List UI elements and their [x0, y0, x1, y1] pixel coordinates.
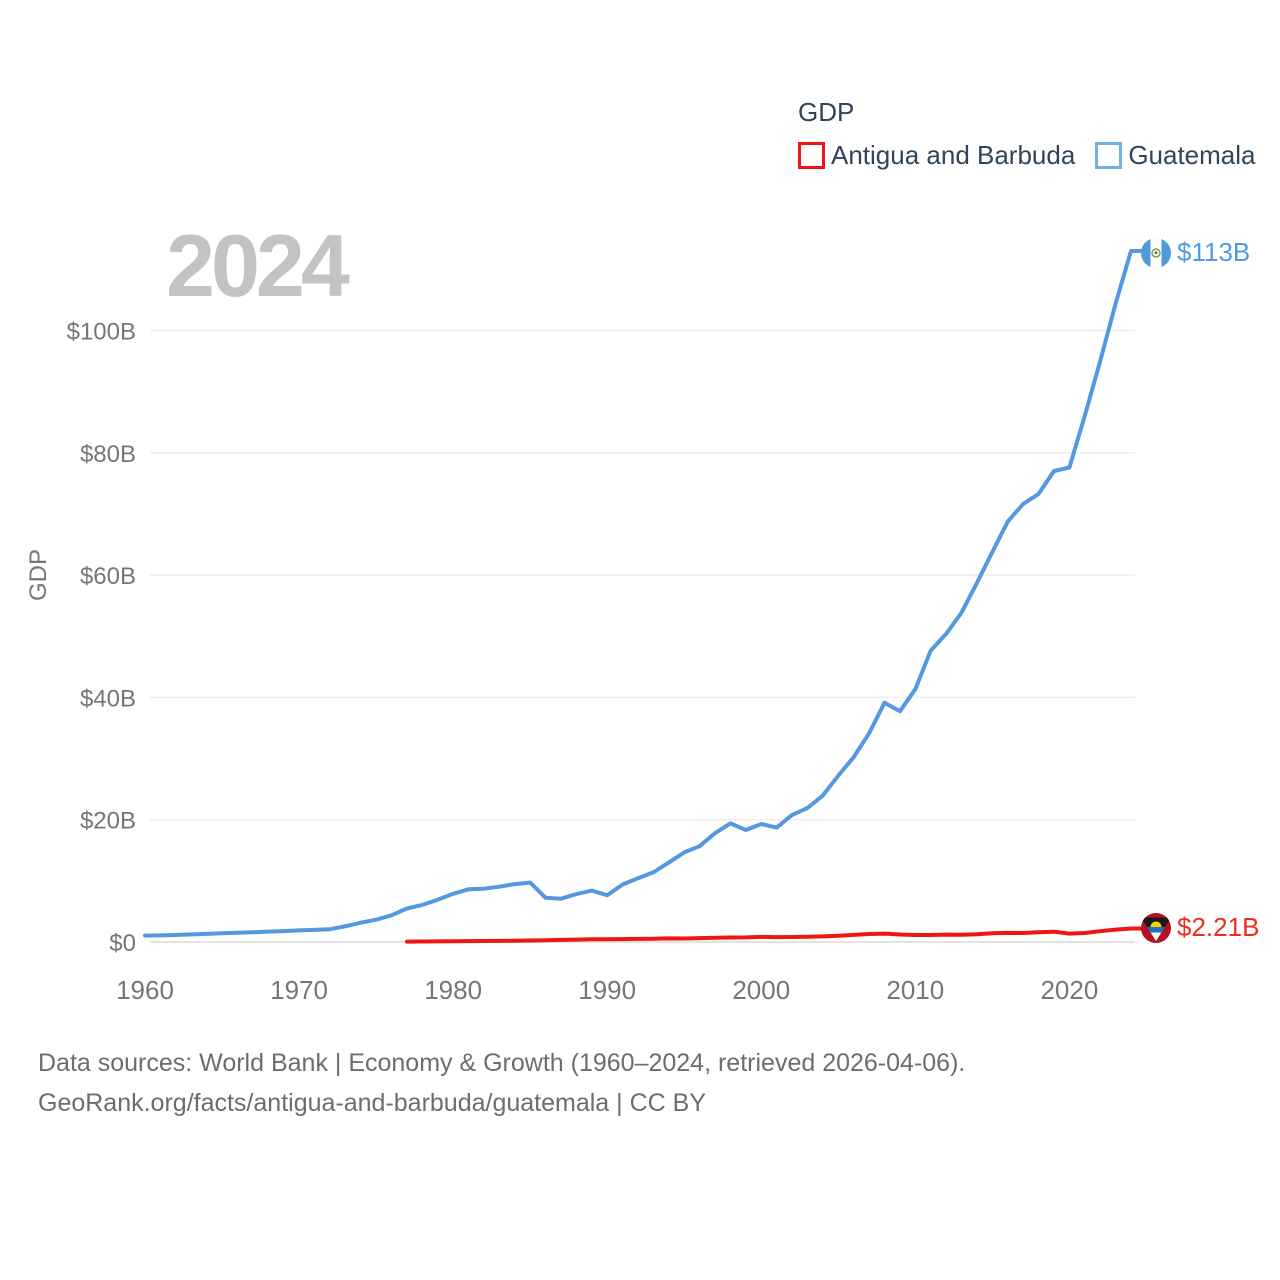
footer-attribution-line: GeoRank.org/facts/antigua-and-barbuda/gu…	[38, 1089, 706, 1117]
y-tick-label: $60B	[80, 563, 136, 590]
legend-item-label: Guatemala	[1128, 140, 1256, 170]
x-tick-label: 1990	[578, 975, 636, 1005]
x-tick-label: 2010	[886, 975, 944, 1005]
legend-swatch-antigua-and-barbuda	[798, 142, 825, 169]
legend-item-guatemala: Guatemala	[1095, 140, 1256, 171]
guatemala-end-label: $113B	[1141, 237, 1250, 268]
antigua-and-barbuda-end-value: $2.21B	[1177, 912, 1260, 942]
legend-items: Antigua and Barbuda Guatemala	[798, 140, 1256, 171]
x-tick-label: 2000	[732, 975, 790, 1005]
y-tick-label: $80B	[80, 441, 136, 468]
antigua-and-barbuda-flag-icon	[1141, 912, 1171, 943]
y-axis-title: GDP	[25, 549, 52, 601]
y-tick-label: $20B	[80, 808, 136, 835]
series-line-antigua-and-barbuda	[404, 926, 1145, 944]
x-tick-label: 1970	[270, 975, 328, 1005]
series-line-guatemala	[143, 249, 1145, 938]
legend-swatch-guatemala	[1095, 142, 1123, 169]
x-tick-label: 1980	[424, 975, 482, 1005]
x-tick-label: 1960	[116, 975, 174, 1005]
footer: Data sources: World Bank | Economy & Gro…	[38, 1043, 965, 1123]
watermark-year: 2024	[166, 216, 350, 315]
y-tick-label: $100B	[67, 319, 136, 346]
legend-item-antigua-and-barbuda: Antigua and Barbuda	[798, 140, 1075, 171]
antigua-and-barbuda-end-label: $2.21B	[1141, 912, 1259, 943]
legend: GDP Antigua and Barbuda Guatemala	[798, 97, 1256, 171]
legend-item-label: Antigua and Barbuda	[831, 140, 1076, 170]
footer-sources-line: Data sources: World Bank | Economy & Gro…	[38, 1049, 966, 1077]
legend-title: GDP	[798, 97, 855, 127]
guatemala-flag-icon	[1141, 237, 1171, 268]
guatemala-end-value: $113B	[1177, 237, 1251, 267]
x-tick-label: 2020	[1040, 975, 1098, 1005]
y-tick-label: $40B	[80, 685, 136, 712]
y-tick-label: $0	[109, 930, 136, 957]
